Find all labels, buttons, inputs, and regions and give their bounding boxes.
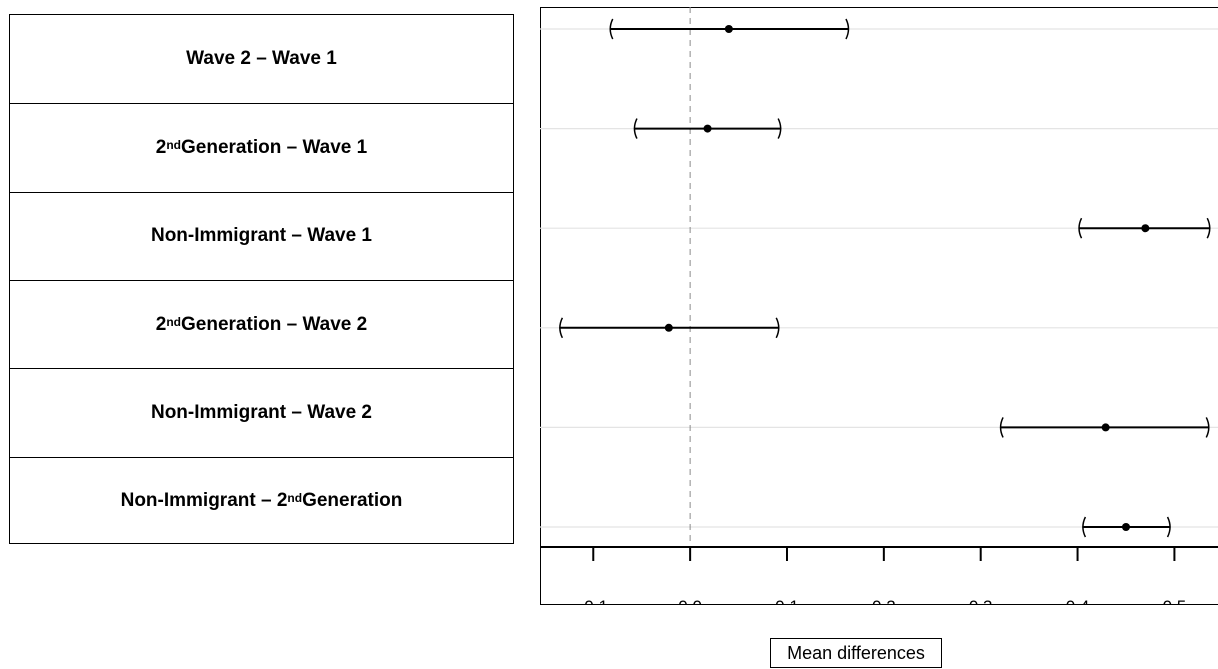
x-tick-label: 0.1 — [775, 597, 799, 605]
comparison-label-text: Generation – Wave 2 — [181, 313, 368, 335]
point-estimate — [724, 25, 733, 33]
interval-right-bracket — [777, 118, 782, 139]
x-tick-label: 0.4 — [1066, 597, 1090, 605]
plot-frame — [540, 7, 1218, 605]
point-estimate — [664, 323, 673, 332]
x-tick-label: 0.3 — [969, 597, 993, 605]
interval-right-bracket — [775, 317, 780, 339]
interval-left-bracket — [609, 18, 614, 40]
x-tick-label: 0.5 — [1163, 597, 1187, 605]
comparison-label-text: Non-Immigrant – 2 — [120, 490, 288, 512]
x-tick-label: 0.0 — [678, 597, 702, 605]
x-axis-label: Mean differences — [770, 638, 942, 668]
interval-right-bracket — [1166, 516, 1171, 538]
interval-right-bracket — [1205, 417, 1210, 438]
point-estimate — [703, 124, 712, 133]
point-estimate — [1141, 224, 1150, 233]
interval-left-bracket — [1082, 516, 1087, 538]
comparison-label-text: Generation — [302, 490, 403, 512]
interval-left-bracket — [559, 317, 564, 339]
comparison-label-text: Non-Immigrant – Wave 1 — [150, 225, 372, 247]
interval-right-bracket — [845, 18, 850, 40]
comparison-label-text: Non-Immigrant – Wave 2 — [150, 401, 372, 423]
interval-right-bracket — [1206, 217, 1211, 239]
interval-left-bracket — [999, 417, 1004, 438]
comparison-label-superscript: nd — [166, 137, 182, 152]
comparison-label: Wave 2 – Wave 1 — [10, 15, 513, 103]
comparison-label-superscript: nd — [287, 491, 303, 506]
comparison-label-text: 2 — [155, 136, 167, 158]
comparison-label-superscript: nd — [166, 314, 182, 329]
comparison-label: Non-Immigrant – Wave 1 — [10, 191, 513, 280]
comparison-label: Non-Immigrant – Wave 2 — [10, 368, 513, 456]
comparison-label-text: 2 — [155, 313, 167, 335]
x-tick-label: -0.1 — [579, 597, 608, 605]
interval-plot: -0.1 0.0 0.1 0.2 0.3 0.4 0.5 — [540, 7, 1218, 605]
interval-left-bracket — [633, 118, 638, 139]
x-tick-label: 0.2 — [872, 597, 896, 605]
interval-left-bracket — [1078, 217, 1083, 239]
comparison-label-text: Generation – Wave 1 — [181, 136, 368, 158]
point-estimate — [1101, 423, 1110, 432]
point-estimate — [1121, 523, 1130, 531]
comparison-label-text: Wave 2 – Wave 1 — [186, 48, 337, 70]
